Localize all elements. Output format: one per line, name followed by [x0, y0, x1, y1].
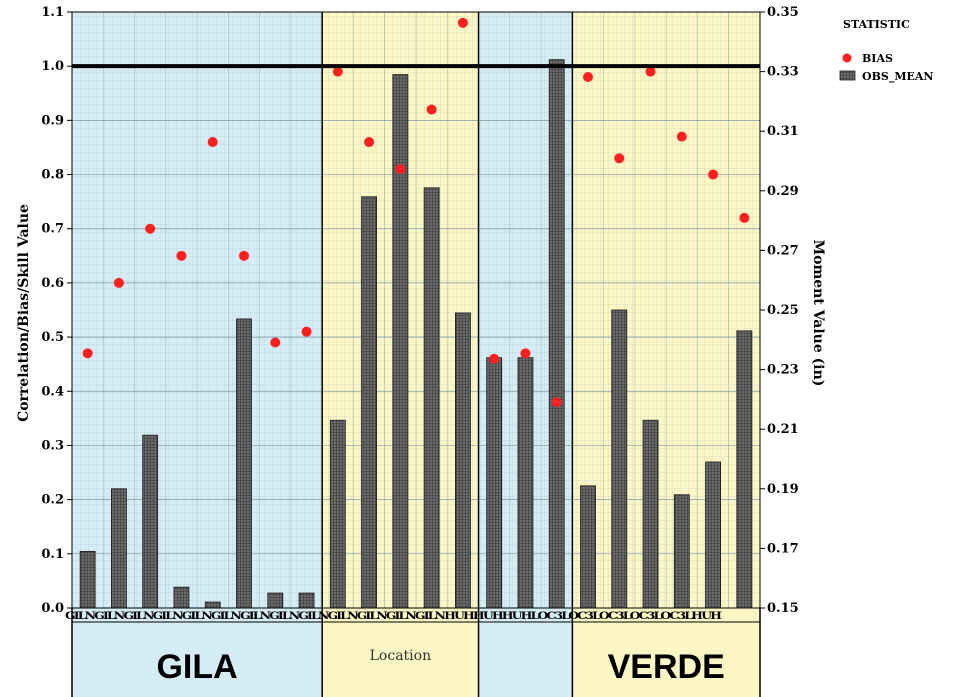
right-tick-label: 0.27 — [767, 243, 799, 258]
bias-point — [239, 250, 249, 261]
obs-mean-bar — [392, 74, 409, 609]
obs-mean-bar — [111, 488, 127, 609]
left-axis-title: Correlation/Bias/Skill Value — [16, 204, 32, 422]
bias-point — [207, 137, 218, 148]
legend: STATISTIC BIAS OBS_MEAN — [839, 18, 933, 84]
bias-point — [551, 397, 562, 408]
bias-point — [301, 326, 312, 337]
obs-mean-bar — [673, 494, 690, 609]
left-tick-label: 0.9 — [41, 113, 64, 128]
bias-point — [614, 153, 625, 164]
right-tick-label: 0.29 — [767, 184, 799, 199]
bias-point — [82, 348, 93, 359]
left-tick-label: 0.4 — [41, 384, 64, 399]
obs-mean-bar — [548, 59, 565, 609]
x-axis-ticks: GILNGILNGILNGILNGILNGILNGILNGILNGILNGILN… — [65, 611, 723, 622]
right-axis-title: Moment Value (in) — [810, 240, 826, 387]
obs-mean-bar — [423, 187, 440, 609]
region-label-gila: GILA — [156, 648, 237, 686]
obs-mean-bar — [705, 461, 721, 609]
obs-mean-bar — [611, 309, 628, 609]
bias-point — [176, 250, 187, 261]
bias-point — [270, 337, 281, 348]
bias-point — [395, 164, 406, 175]
obs-mean-bar — [173, 586, 190, 609]
right-tick-label: 0.31 — [767, 124, 799, 139]
obs-mean-bars — [79, 59, 753, 609]
bias-point — [676, 131, 687, 142]
left-tick-label: 0.0 — [41, 601, 64, 616]
legend-title: STATISTIC — [843, 18, 910, 31]
left-tick-label: 0.8 — [41, 168, 64, 183]
legend-bias-label: BIAS — [862, 52, 893, 65]
bias-points — [82, 17, 750, 408]
right-tick-label: 0.23 — [767, 363, 799, 378]
left-tick-label: 1.1 — [41, 5, 64, 20]
obs-mean-bar — [142, 434, 159, 609]
bias-point — [457, 17, 468, 28]
legend-obs-mean-swatch — [839, 70, 856, 81]
legend-bias-marker — [842, 53, 852, 63]
left-tick-label: 0.6 — [41, 276, 64, 291]
bias-point — [332, 66, 343, 77]
bias-point — [145, 223, 156, 234]
right-tick-label: 0.25 — [767, 303, 799, 318]
bias-point — [739, 212, 750, 223]
right-tick-label: 0.21 — [767, 422, 799, 437]
region-labels: GILA Location VERDE — [156, 648, 724, 686]
region-dividers — [71, 12, 761, 697]
bias-point — [708, 169, 719, 180]
major-gridlines — [71, 11, 761, 609]
obs-mean-bar — [298, 592, 315, 609]
right-tick-label: 0.35 — [767, 5, 799, 20]
obs-mean-bar — [329, 419, 346, 609]
bias-point — [583, 72, 593, 83]
legend-obs-mean-label: OBS_MEAN — [862, 70, 933, 84]
right-tick-label: 0.17 — [767, 541, 799, 556]
obs-mean-bar — [204, 601, 221, 609]
obs-mean-bar — [517, 357, 534, 609]
right-tick-label: 0.19 — [767, 482, 799, 497]
left-axis-ticks: 0.0 0.1 0.2 0.3 0.4 0.5 0.6 0.7 0.8 0.9 1.0 1.1 — [41, 5, 72, 616]
obs-mean-bar — [236, 318, 252, 609]
bias-point — [645, 66, 656, 77]
bias-point — [426, 104, 437, 115]
left-tick-label: 0.3 — [41, 438, 64, 453]
obs-mean-bar — [361, 196, 377, 609]
bias-point — [520, 348, 531, 359]
obs-mean-bar — [79, 550, 96, 609]
obs-mean-bar — [455, 312, 471, 609]
obs-mean-bar — [642, 419, 659, 609]
region-label-verde: VERDE — [608, 648, 725, 686]
right-tick-label: 0.33 — [767, 65, 799, 80]
obs-mean-bar — [736, 330, 753, 609]
bias-point — [489, 353, 500, 364]
obs-mean-bar — [486, 357, 503, 609]
left-tick-label: 0.2 — [41, 493, 64, 508]
right-axis-ticks: 0.15 0.17 0.19 0.21 0.23 0.25 0.27 0.29 0.31 0.33… — [760, 5, 799, 616]
left-tick-label: 0.1 — [41, 547, 64, 562]
left-tick-label: 0.7 — [41, 222, 64, 237]
x-tick-labels: GILNGILNGILNGILNGILNGILNGILNGILNGILNGILN… — [65, 611, 721, 622]
obs-mean-bar — [580, 485, 596, 609]
left-tick-label: 1.0 — [41, 59, 64, 74]
x-axis-title: Location — [370, 648, 431, 664]
bias-point — [113, 277, 124, 288]
right-tick-label: 0.15 — [767, 601, 799, 616]
obs-mean-bar — [267, 592, 284, 609]
left-tick-label: 0.5 — [41, 330, 64, 345]
bias-point — [364, 137, 375, 148]
